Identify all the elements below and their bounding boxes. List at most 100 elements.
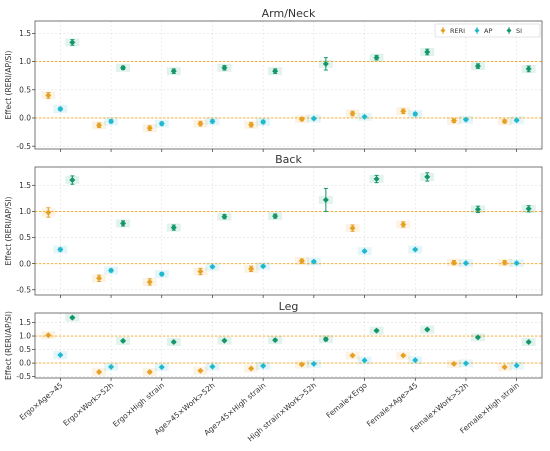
data-point-reri (396, 107, 411, 116)
y-tick-label: 0.5 (19, 85, 31, 94)
marker (349, 110, 356, 117)
data-point-si (521, 337, 536, 346)
legend-marker (506, 28, 512, 33)
data-point-si (420, 325, 435, 334)
marker (108, 363, 115, 370)
marker (310, 360, 317, 367)
marker (170, 68, 177, 75)
data-point-si (470, 333, 485, 342)
data-point-si (369, 326, 384, 335)
data-point-reri (497, 258, 512, 267)
y-axis-label: Effect (RERI/AP/SI) (4, 50, 13, 119)
data-point-si (268, 67, 283, 76)
y-tick-label: 0.0 (19, 114, 31, 123)
data-point-reri (294, 360, 309, 369)
data-point-ap (104, 266, 119, 275)
y-tick-label: 1.0 (19, 207, 31, 216)
y-axis-label: Effect (RERI/AP/SI) (4, 311, 13, 380)
x-tick-label: Ergo×Work>52h (61, 380, 115, 427)
legend-label: RERI (450, 27, 465, 35)
x-tick-label: Ergo×Age>45 (18, 381, 65, 423)
marker (412, 246, 419, 253)
marker (45, 209, 52, 216)
legend-marker (440, 28, 446, 33)
marker (120, 64, 127, 71)
data-point-si (318, 335, 333, 344)
data-point-reri (193, 267, 208, 276)
marker (96, 275, 103, 282)
data-point-reri (294, 257, 309, 266)
panel-arm-neck: Arm/Neck -0.5 0.0 0.5 1.0 1.5 Effect (RERI/AP/… (4, 7, 543, 152)
marker (197, 268, 204, 275)
data-point-ap (509, 361, 524, 370)
data-point-ap (104, 362, 119, 371)
data-point-ap (53, 245, 68, 254)
marker (57, 105, 64, 112)
data-point-ap (357, 112, 372, 121)
data-point-ap (357, 356, 372, 365)
marker (373, 54, 380, 61)
y-tick-label: 0.0 (19, 259, 31, 268)
data-point-si (166, 337, 181, 346)
y-tick-label: 1.5 (19, 181, 31, 190)
data-point-ap (53, 350, 68, 359)
data-point-si (116, 63, 131, 72)
marker (525, 65, 532, 72)
marker (57, 246, 64, 253)
marker (450, 117, 457, 124)
data-point-ap (154, 363, 169, 372)
x-tick-label: Female×Age>45 (365, 381, 420, 429)
marker (209, 363, 216, 370)
data-point-si (116, 219, 131, 228)
data-point-si (65, 175, 80, 185)
data-point-si (65, 313, 80, 322)
legend: RERI AP SI (434, 23, 541, 38)
marker (412, 357, 419, 364)
marker (45, 332, 52, 339)
data-point-si (369, 53, 384, 62)
marker (298, 116, 305, 123)
data-point-reri (345, 224, 360, 233)
marker (57, 351, 64, 358)
marker (260, 263, 267, 270)
data-point-reri (193, 366, 208, 375)
data-point-si (166, 67, 181, 76)
marker (96, 122, 103, 129)
data-point-si (318, 187, 333, 212)
marker (349, 352, 356, 359)
data-point-si (268, 212, 283, 221)
data-point-ap (408, 110, 423, 119)
data-point-ap (458, 359, 473, 368)
marker (513, 117, 520, 124)
marker (248, 265, 255, 272)
data-point-reri (142, 368, 157, 377)
legend-marker (474, 28, 480, 33)
marker (108, 267, 115, 274)
data-point-reri (244, 364, 259, 373)
marker (158, 364, 165, 371)
data-point-reri (92, 368, 107, 377)
data-point-ap (104, 117, 119, 126)
marker (462, 116, 469, 123)
marker (69, 314, 76, 321)
legend-label: AP (484, 27, 492, 35)
data-point-ap (306, 257, 321, 266)
data-point-ap (509, 259, 524, 268)
marker (45, 92, 52, 99)
marker (373, 176, 380, 183)
data-point-reri (244, 120, 259, 129)
data-point-reri (396, 220, 411, 229)
marker (424, 49, 431, 56)
marker (272, 213, 279, 220)
data-point-si (217, 336, 232, 345)
marker (501, 364, 508, 371)
marker (501, 118, 508, 125)
data-point-reri (92, 121, 107, 130)
y-tick-label: 1.0 (19, 57, 31, 66)
marker (260, 118, 267, 125)
marker (221, 64, 228, 71)
data-point-ap (154, 270, 169, 279)
marker (322, 196, 329, 203)
data-point-si (116, 336, 131, 345)
